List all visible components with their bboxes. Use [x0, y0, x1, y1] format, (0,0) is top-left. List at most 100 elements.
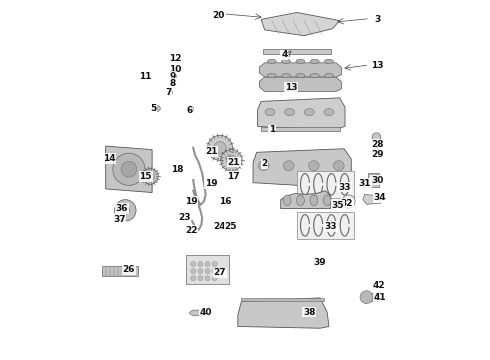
- Ellipse shape: [324, 73, 333, 78]
- Ellipse shape: [282, 59, 291, 64]
- Text: 9: 9: [170, 72, 176, 81]
- Ellipse shape: [283, 161, 294, 171]
- Text: 22: 22: [185, 225, 197, 234]
- Ellipse shape: [282, 73, 291, 78]
- Text: 29: 29: [371, 150, 384, 159]
- Circle shape: [143, 168, 158, 184]
- Ellipse shape: [268, 59, 276, 64]
- Circle shape: [360, 291, 373, 303]
- Ellipse shape: [308, 161, 319, 171]
- Circle shape: [205, 276, 210, 281]
- Text: 4: 4: [281, 50, 288, 59]
- Text: 33: 33: [324, 222, 337, 231]
- Circle shape: [191, 276, 196, 281]
- Ellipse shape: [324, 59, 333, 64]
- Text: 10: 10: [169, 65, 181, 74]
- Ellipse shape: [268, 73, 276, 78]
- Text: 23: 23: [178, 213, 191, 222]
- Circle shape: [191, 261, 196, 266]
- Text: 19: 19: [205, 179, 218, 188]
- Circle shape: [121, 161, 137, 177]
- Ellipse shape: [258, 161, 269, 171]
- Polygon shape: [258, 98, 345, 130]
- Ellipse shape: [285, 109, 294, 116]
- Polygon shape: [368, 293, 377, 301]
- Text: 33: 33: [339, 183, 351, 192]
- Text: 18: 18: [171, 165, 183, 174]
- Circle shape: [191, 269, 196, 274]
- Circle shape: [115, 200, 136, 221]
- Text: 20: 20: [212, 11, 224, 20]
- Circle shape: [375, 179, 378, 181]
- Circle shape: [173, 67, 177, 71]
- Circle shape: [220, 150, 242, 171]
- Ellipse shape: [324, 109, 334, 116]
- Text: 41: 41: [374, 293, 386, 302]
- Text: 30: 30: [371, 176, 383, 185]
- Circle shape: [198, 261, 203, 266]
- Polygon shape: [363, 194, 381, 204]
- Text: 21: 21: [205, 147, 217, 156]
- Ellipse shape: [296, 59, 305, 64]
- Text: 24: 24: [214, 222, 226, 231]
- Text: 2: 2: [262, 159, 268, 168]
- Circle shape: [370, 174, 373, 177]
- Text: 37: 37: [113, 215, 125, 224]
- Circle shape: [207, 135, 232, 160]
- Ellipse shape: [310, 73, 319, 78]
- Text: 11: 11: [139, 72, 151, 81]
- Polygon shape: [106, 146, 152, 193]
- Polygon shape: [259, 77, 342, 91]
- Text: 12: 12: [169, 54, 182, 63]
- Circle shape: [212, 276, 217, 281]
- Circle shape: [212, 261, 217, 266]
- Circle shape: [155, 106, 160, 111]
- Bar: [261, 127, 340, 131]
- Circle shape: [198, 269, 203, 274]
- Text: 40: 40: [199, 309, 212, 318]
- Polygon shape: [102, 266, 138, 276]
- Ellipse shape: [296, 195, 304, 206]
- Text: 36: 36: [116, 204, 128, 213]
- Text: 14: 14: [103, 154, 116, 163]
- Text: 26: 26: [122, 265, 135, 274]
- Text: 19: 19: [185, 197, 198, 206]
- Text: 38: 38: [303, 308, 316, 317]
- Polygon shape: [261, 13, 340, 36]
- Circle shape: [212, 269, 217, 274]
- Ellipse shape: [333, 161, 344, 171]
- Circle shape: [373, 147, 379, 153]
- Polygon shape: [281, 191, 331, 208]
- Polygon shape: [259, 63, 342, 77]
- Circle shape: [375, 174, 378, 177]
- Circle shape: [172, 74, 176, 78]
- Text: 21: 21: [227, 158, 240, 167]
- Text: 42: 42: [373, 281, 385, 290]
- Text: 5: 5: [150, 104, 156, 113]
- Ellipse shape: [323, 195, 331, 206]
- Ellipse shape: [296, 73, 305, 78]
- Bar: [186, 255, 229, 284]
- Circle shape: [375, 182, 378, 185]
- Text: 39: 39: [314, 258, 326, 267]
- Circle shape: [370, 182, 373, 185]
- Circle shape: [113, 153, 145, 185]
- Ellipse shape: [310, 59, 319, 64]
- Bar: [297, 212, 354, 239]
- Bar: [242, 298, 323, 301]
- Circle shape: [205, 269, 210, 274]
- Text: 34: 34: [374, 193, 386, 202]
- Bar: [263, 49, 331, 54]
- Text: 27: 27: [214, 268, 226, 277]
- Text: 8: 8: [170, 79, 175, 88]
- Text: 7: 7: [165, 88, 172, 97]
- Text: 35: 35: [332, 201, 344, 210]
- Circle shape: [121, 206, 130, 215]
- Circle shape: [370, 179, 373, 181]
- Circle shape: [372, 133, 381, 141]
- Ellipse shape: [310, 195, 318, 206]
- Circle shape: [226, 155, 237, 166]
- Circle shape: [214, 141, 226, 154]
- Text: 17: 17: [227, 172, 240, 181]
- Text: 6: 6: [187, 106, 193, 115]
